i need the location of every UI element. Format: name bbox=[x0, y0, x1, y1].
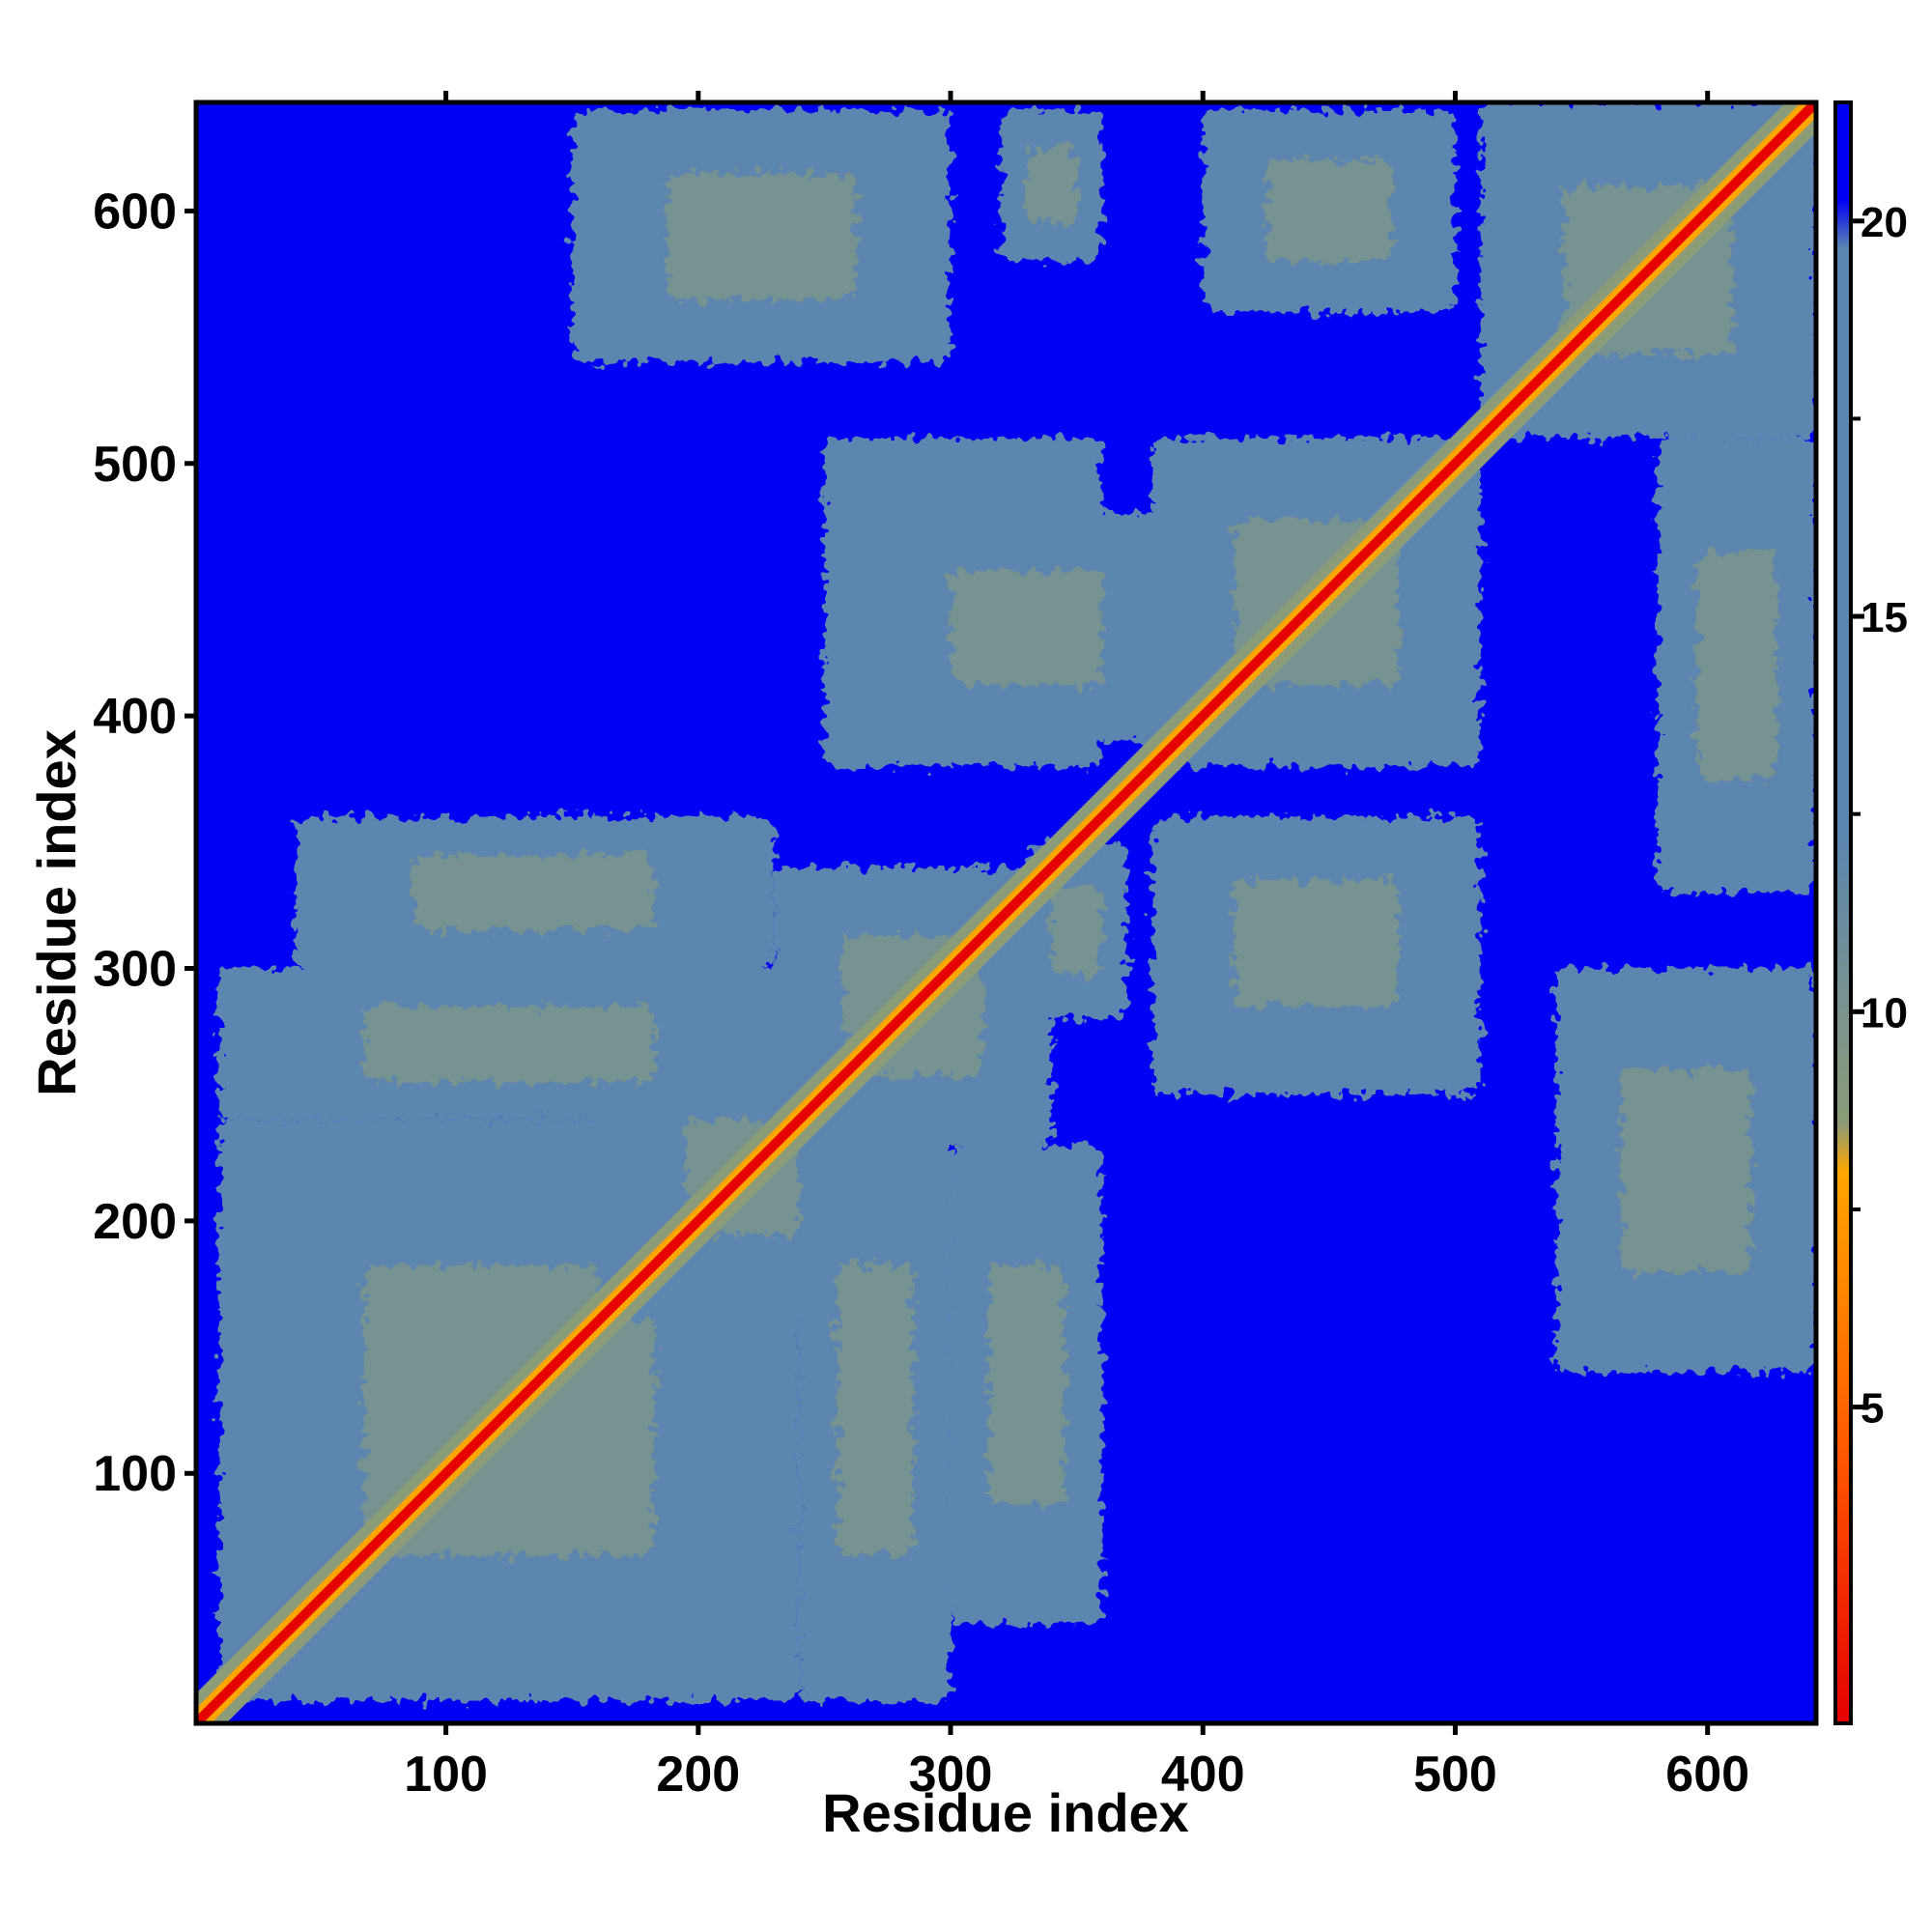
contact-region-core bbox=[1051, 886, 1102, 976]
contact-region-core bbox=[1696, 552, 1776, 780]
y-tick-label: 300 bbox=[93, 942, 177, 998]
x-tick-label: 500 bbox=[1413, 1747, 1497, 1803]
x-tick-label: 400 bbox=[1161, 1747, 1245, 1803]
colorbar-tick-label: 20 bbox=[1861, 199, 1908, 246]
y-tick-label: 600 bbox=[93, 184, 177, 240]
contact-region-core bbox=[1026, 148, 1077, 224]
diagonal-layer bbox=[196, 102, 1816, 1723]
x-tick-label: 100 bbox=[404, 1747, 488, 1803]
colorbar-tick-label: 5 bbox=[1861, 1385, 1884, 1433]
x-tick-label: 200 bbox=[656, 1747, 740, 1803]
y-tick-label: 100 bbox=[93, 1446, 177, 1502]
y-tick-label: 400 bbox=[93, 689, 177, 745]
y-tick-label: 200 bbox=[93, 1194, 177, 1250]
contact-region-core bbox=[363, 1006, 655, 1083]
contact-region-core bbox=[667, 173, 857, 299]
y-tick-label: 500 bbox=[93, 437, 177, 493]
contact-region-core bbox=[837, 1264, 913, 1556]
contact-region-core bbox=[413, 854, 655, 931]
contact-region-core bbox=[1621, 1069, 1751, 1272]
colorbar-tick-label: 10 bbox=[1861, 989, 1908, 1037]
x-tick-label: 300 bbox=[909, 1747, 993, 1803]
colorbar: 5 10 15 20 bbox=[1833, 100, 1908, 1725]
diagonal-line bbox=[196, 102, 1816, 1723]
colorbar-ticks: 5 10 15 20 bbox=[1851, 199, 1908, 1433]
colorbar-tick-label: 15 bbox=[1861, 594, 1908, 641]
axis-ticks: 100 200 300 400 500 600 100 200 300 400 500 600 bbox=[93, 91, 1749, 1803]
contact-region-core bbox=[1265, 160, 1393, 262]
contact-region-core bbox=[988, 1264, 1065, 1505]
contact-region-core bbox=[951, 570, 1102, 685]
y-axis-label: Residue index bbox=[26, 729, 87, 1096]
plot-frame bbox=[193, 99, 1819, 1726]
colorbar-gradient bbox=[1833, 100, 1853, 1725]
x-axis-label: Residue index bbox=[822, 1782, 1189, 1843]
x-tick-label: 600 bbox=[1665, 1747, 1749, 1803]
contact-region-core bbox=[1234, 880, 1399, 1007]
